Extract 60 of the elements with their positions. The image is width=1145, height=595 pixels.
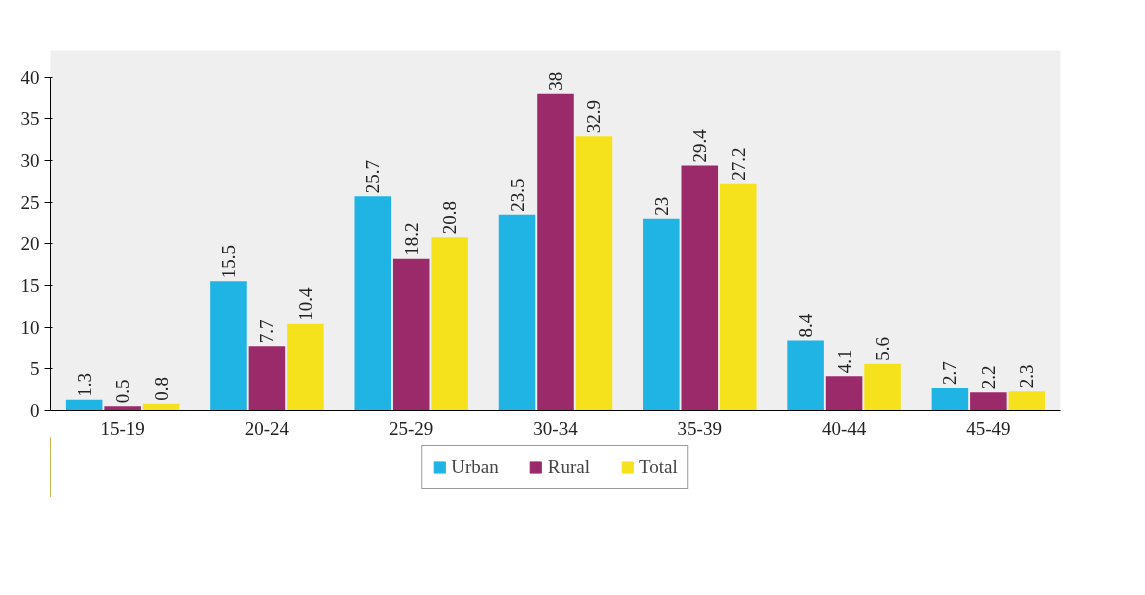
bar [681, 165, 719, 411]
data-label: 18.2 [400, 222, 422, 256]
bar [287, 323, 324, 411]
bar [104, 406, 141, 411]
bar [719, 183, 757, 411]
data-label: 32.9 [583, 100, 605, 134]
y-tick-label: 15 [20, 275, 40, 296]
bar [643, 218, 680, 411]
bar [787, 340, 824, 411]
bar [931, 388, 969, 411]
data-label: 15.5 [217, 245, 239, 279]
data-label: 2.3 [1016, 364, 1038, 389]
x-tick-label: 15-19 [100, 417, 145, 439]
legend-label: Total [638, 456, 678, 478]
y-tick-label: 20 [20, 233, 40, 255]
data-label: 25.7 [362, 160, 384, 194]
bar [210, 281, 247, 411]
data-label: 27.2 [727, 147, 749, 181]
bar [65, 399, 103, 411]
data-label: 7.7 [256, 319, 278, 344]
bar [970, 392, 1007, 411]
bar [575, 136, 613, 411]
y-tick-label: 0 [30, 400, 40, 421]
bar [864, 363, 901, 411]
data-label: 1.3 [73, 372, 95, 397]
legend-label: Rural [547, 456, 590, 478]
data-label: 0.5 [112, 379, 134, 404]
x-tick-label: 30-34 [533, 417, 579, 439]
bar [498, 214, 536, 411]
x-tick-label: 25-29 [389, 417, 434, 439]
x-tick-label: 45-49 [966, 417, 1011, 439]
bar [1008, 391, 1046, 411]
y-tick-label: 35 [20, 108, 40, 130]
y-tick-label: 25 [20, 191, 40, 213]
data-label: 5.6 [872, 337, 894, 361]
data-label: 0.8 [150, 377, 172, 401]
y-tick-label: 40 [20, 66, 40, 88]
bar [392, 258, 430, 411]
data-label: 10.4 [294, 287, 316, 321]
legend-label: Urban [451, 456, 499, 478]
y-tick-label: 30 [20, 150, 40, 171]
data-label: 8.4 [795, 313, 817, 338]
data-label: 20.8 [439, 200, 461, 235]
data-label: 38 [545, 71, 566, 91]
bar [354, 196, 392, 411]
x-tick-label: 40-44 [821, 417, 867, 439]
y-tick-label: 5 [30, 358, 40, 380]
bar [825, 376, 863, 411]
bar [248, 346, 286, 411]
bar [431, 237, 468, 411]
data-label: 23.5 [506, 178, 528, 212]
x-tick-label: 20-24 [244, 417, 290, 439]
data-label: 23 [650, 196, 672, 216]
data-label: 4.1 [833, 349, 855, 374]
y-tick-label: 10 [20, 316, 40, 338]
x-tick-label: 35-39 [677, 417, 722, 439]
data-label: 2.7 [939, 361, 961, 385]
data-label: 29.4 [689, 128, 711, 163]
data-label: 2.2 [977, 365, 999, 390]
bar [537, 93, 574, 411]
